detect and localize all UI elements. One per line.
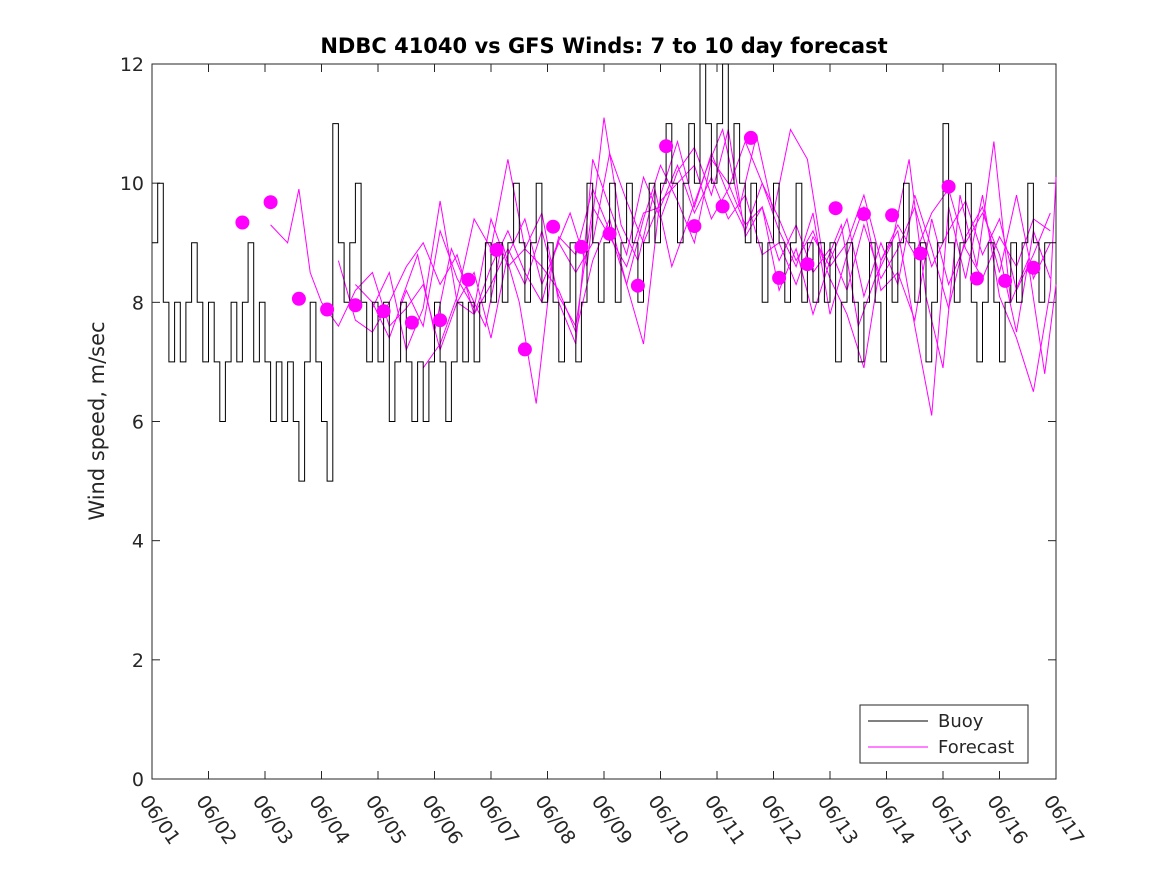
y-axis: 0 2 4 6 8 10 12 [120, 54, 1056, 791]
forecast-marker [772, 270, 787, 285]
forecast-marker [376, 304, 391, 319]
forecast-markers [235, 130, 1041, 357]
forecast-marker [969, 271, 984, 286]
forecast-marker [320, 302, 335, 317]
forecast-marker [885, 208, 900, 223]
forecast-marker [574, 239, 589, 254]
forecast-marker [291, 291, 306, 306]
forecast-marker [489, 242, 504, 257]
forecast-marker [743, 130, 758, 145]
forecast-trace [371, 140, 1051, 352]
forecast-marker [630, 278, 645, 293]
y-tick-label: 6 [132, 412, 144, 434]
forecast-marker [800, 257, 815, 272]
forecast-marker [856, 207, 871, 222]
y-tick-label: 12 [120, 54, 144, 76]
forecast-marker [404, 315, 419, 330]
legend-box [859, 704, 1029, 764]
y-axis-label: Wind speed, m/sec [85, 321, 109, 520]
legend-label-forecast: Forecast [938, 737, 1014, 758]
legend: Buoy Forecast [859, 704, 1029, 764]
forecast-trace [355, 129, 1051, 345]
forecast-marker [1026, 260, 1041, 275]
forecast-marker [913, 246, 928, 261]
forecast-marker [235, 215, 250, 230]
forecast-marker [433, 313, 448, 328]
chart-title: NDBC 41040 vs GFS Winds: 7 to 10 day for… [320, 34, 887, 58]
forecast-marker [602, 226, 617, 241]
forecast-marker [998, 273, 1013, 288]
y-tick-label: 4 [132, 531, 144, 553]
y-tick-label: 0 [132, 769, 144, 791]
forecast-marker [687, 219, 702, 234]
forecast-marker [546, 219, 561, 234]
forecast-marker [348, 298, 363, 313]
forecast-marker [659, 139, 674, 154]
legend-label-buoy: Buoy [938, 711, 984, 732]
forecast-marker [461, 272, 476, 287]
forecast-marker [517, 342, 532, 357]
buoy-series [152, 63, 1056, 482]
forecast-marker [941, 179, 956, 194]
forecast-trace [337, 158, 1051, 333]
forecast-marker [263, 195, 278, 210]
buoy-line [152, 63, 1056, 482]
y-tick-label: 8 [132, 292, 144, 314]
y-tick-label: 2 [132, 650, 144, 672]
y-tick-label: 10 [120, 173, 144, 195]
forecast-marker [715, 199, 730, 214]
forecast-marker [828, 201, 843, 216]
forecast-trace [400, 117, 1057, 404]
